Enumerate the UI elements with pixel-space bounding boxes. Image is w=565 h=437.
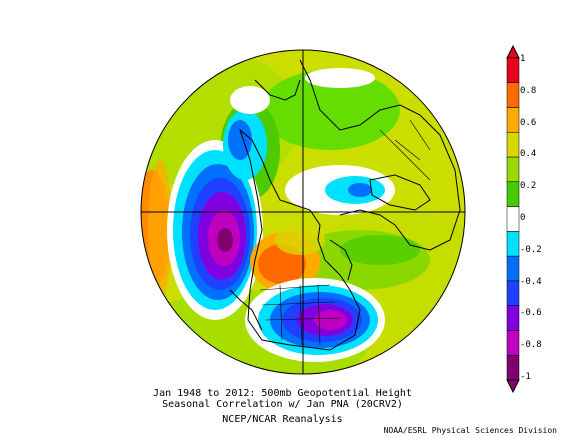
colorbar-segment: [506, 354, 520, 381]
colorbar-segment: [506, 181, 520, 207]
credit-text: NOAA/ESRL Physical Sciences Division: [383, 426, 557, 435]
colorbar-tick-label: 0.4: [520, 149, 537, 160]
colorbar-min-arrow: [506, 379, 520, 394]
colorbar-segment: [506, 330, 520, 356]
colorbar-tick-label: 1: [520, 54, 526, 64]
polar-map: [141, 50, 465, 374]
data-source: NCEP/NCAR Reanalysis: [222, 414, 343, 425]
colorbar-segment: [506, 132, 520, 158]
colorbar-tick-label: 0.8: [520, 85, 537, 96]
colorbar-segment: [506, 305, 520, 331]
colorbar-tick-label: -0.4: [520, 276, 542, 287]
colorbar-segment: [506, 156, 520, 183]
title-line-2: Seasonal Correlation w/ Jan PNA (20CRV2): [162, 399, 403, 410]
grid-lines: [141, 50, 465, 374]
colorbar-segment: [506, 280, 520, 306]
colorbar-tick-label: 0: [520, 213, 526, 223]
colorbar-segment: [506, 82, 520, 108]
globe-outline: [140, 49, 466, 375]
colorbar-tick-label: 0.6: [520, 117, 537, 128]
colorbar-segment: [506, 255, 520, 282]
colorbar-segment: [506, 107, 520, 133]
colorbar-tick-label: -0.6: [520, 308, 542, 319]
colorbar-segment: [506, 231, 520, 257]
colorbar-max-arrow: [506, 44, 520, 59]
colorbar: [506, 44, 520, 394]
colorbar-segment: [506, 57, 520, 84]
colorbar-tick-label: 0.2: [520, 181, 537, 192]
colorbar-segment: [506, 206, 520, 232]
title-line-1: Jan 1948 to 2012: 500mb Geopotential Hei…: [153, 388, 412, 399]
colorbar-tick-label: -0.2: [520, 244, 542, 255]
colorbar-tick-label: -0.8: [520, 340, 542, 351]
colorbar-tick-label: -1: [520, 372, 531, 382]
